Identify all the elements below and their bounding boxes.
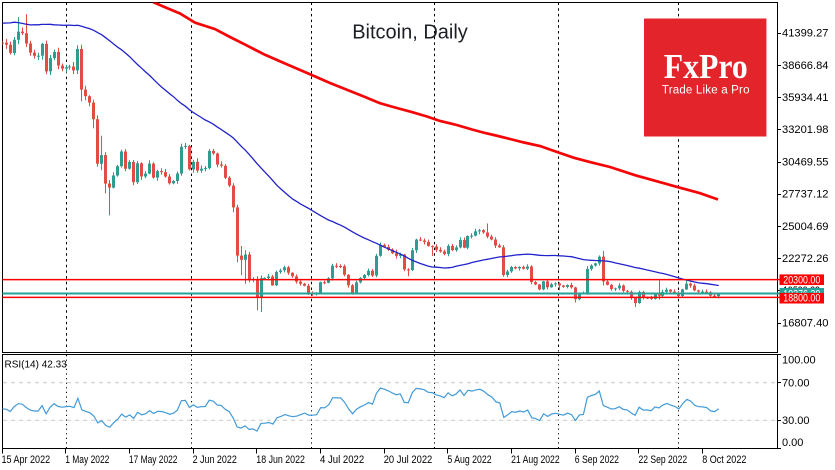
svg-text:22 Sep 2022: 22 Sep 2022 xyxy=(639,454,688,466)
svg-text:20 Jul 2022: 20 Jul 2022 xyxy=(384,454,433,466)
svg-text:21 Aug 2022: 21 Aug 2022 xyxy=(511,454,560,466)
svg-text:20300.00: 20300.00 xyxy=(783,275,820,287)
svg-text:30469.55: 30469.55 xyxy=(782,156,829,168)
svg-text:25004.69: 25004.69 xyxy=(782,221,829,233)
svg-text:18800.00: 18800.00 xyxy=(783,292,820,304)
svg-text:1 May 2022: 1 May 2022 xyxy=(65,454,109,466)
svg-text:35934.41: 35934.41 xyxy=(782,92,829,104)
svg-text:41399.27: 41399.27 xyxy=(782,28,829,40)
svg-text:FxPro: FxPro xyxy=(664,47,748,86)
svg-text:27737.12: 27737.12 xyxy=(782,189,829,201)
svg-text:Bitcoin, Daily: Bitcoin, Daily xyxy=(352,22,468,44)
svg-text:70.00: 70.00 xyxy=(782,378,810,390)
svg-text:6 Sep 2022: 6 Sep 2022 xyxy=(575,454,619,466)
svg-text:16807.40: 16807.40 xyxy=(782,317,829,329)
svg-text:30.00: 30.00 xyxy=(782,415,810,427)
svg-text:17 May 2022: 17 May 2022 xyxy=(129,454,178,466)
svg-text:22272.26: 22272.26 xyxy=(782,253,829,265)
svg-text:5 Aug 2022: 5 Aug 2022 xyxy=(447,454,491,466)
svg-text:0.00: 0.00 xyxy=(782,437,803,449)
svg-text:38666.84: 38666.84 xyxy=(782,60,829,72)
svg-text:8 Oct 2022: 8 Oct 2022 xyxy=(702,454,746,466)
svg-text:Trade Like a Pro: Trade Like a Pro xyxy=(662,85,750,97)
svg-text:RSI(14) 42.33: RSI(14) 42.33 xyxy=(5,359,68,370)
svg-text:18 Jun 2022: 18 Jun 2022 xyxy=(256,454,305,466)
svg-text:4 Jul 2022: 4 Jul 2022 xyxy=(320,454,364,466)
svg-text:2 Jun 2022: 2 Jun 2022 xyxy=(193,454,237,466)
svg-text:33201.98: 33201.98 xyxy=(782,124,829,136)
svg-text:15 Apr 2022: 15 Apr 2022 xyxy=(2,454,51,466)
svg-text:100.00: 100.00 xyxy=(782,354,816,366)
